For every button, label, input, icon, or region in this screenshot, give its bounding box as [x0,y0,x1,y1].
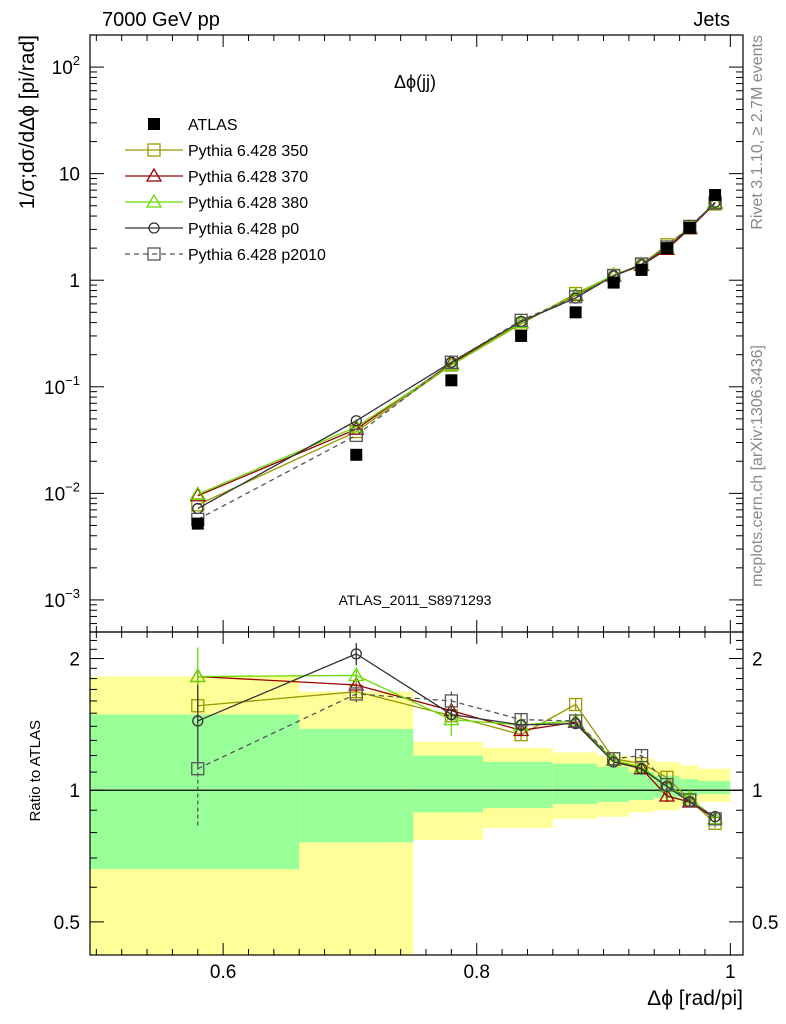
ratio-tick-label-right: 0.5 [752,913,778,934]
rivet-label: Rivet 3.1.10, ≥ 2.7M events [749,35,766,230]
x-axis-label: Δϕ [rad/pi] [647,987,743,1010]
x-tick-label: 1 [725,962,736,983]
header-left: 7000 GeV pp [102,9,220,31]
y-tick-label: 10−3 [44,586,80,612]
y-tick-label: 10−1 [44,373,80,399]
ratio-point-3 [350,648,362,660]
legend-marker-4 [147,247,161,261]
ratio-point-2 [706,810,724,825]
legend-label-1: Pythia 6.428 370 [188,169,308,186]
series-point-2 [189,485,206,500]
legend-label-3: Pythia 6.428 p0 [188,221,299,238]
ratio-band-inner [679,779,699,797]
ratio-point-4 [444,694,459,708]
ratio-line-3 [197,653,716,818]
y-tick-label: 10−2 [44,479,80,505]
series-point-3 [350,415,362,427]
legend-marker-3 [148,222,160,234]
header-right: Jets [693,9,730,31]
ratio-point-1 [658,787,676,802]
analysis-id: ATLAS_2011_S8971293 [339,592,492,608]
data-point [635,263,648,276]
ratio-point-4 [568,714,583,728]
data-point [607,276,620,289]
legend-marker-0 [147,143,161,157]
ratio-point-4 [660,777,674,792]
ratio-point-2 [348,667,365,682]
ratio-line-0 [197,691,716,824]
ratio-point-4 [708,812,722,826]
legend-label-4: Pythia 6.428 p2010 [188,247,326,264]
data-point [683,221,696,234]
ratio-point-4 [634,748,649,763]
y-tick-label: 102 [52,53,80,79]
data-point [709,189,722,202]
ratio-line-4 [197,693,716,820]
data-point [569,306,582,319]
ratio-tick-label: 1 [69,781,80,802]
ratio-point-4 [349,687,363,701]
legend-marker-2 [145,193,163,208]
series-point-4 [568,290,583,304]
ratio-band-inner [597,766,629,802]
legend-marker-data [148,118,160,130]
ratio-band-inner [413,755,484,813]
series-point-4 [514,313,528,328]
legend-label-2: Pythia 6.428 380 [188,195,308,212]
ratio-tick-label-right: 2 [752,650,763,671]
legend-marker-1 [145,167,163,182]
plot-title: Δϕ(jj) [394,72,436,92]
ratio-axis-label: Ratio to ATLAS [27,720,44,821]
mcplots-label: mcplots.cern.ch [arXiv:1306.3436] [749,345,766,587]
legend-label-data: ATLAS [188,117,238,134]
series-point-2 [512,314,530,329]
y-tick-label: 1 [69,271,80,292]
data-point [515,329,528,342]
ratio-band-inner [90,714,300,870]
ratio-panel-frame [89,631,744,956]
x-tick-label: 0.8 [464,962,490,983]
series-line-4 [197,202,716,520]
ratio-band-inner [552,763,598,804]
ratio-band-inner [628,772,655,800]
ratio-band-inner [483,762,553,809]
ratio-point-2 [189,668,206,683]
series-point-1 [189,487,206,502]
data-point [660,242,673,255]
y-tick-label: 10 [59,165,80,186]
x-tick-label: 0.6 [210,962,236,983]
ratio-point-4 [683,793,697,807]
series-point-3 [445,356,458,368]
ratio-tick-label: 0.5 [54,913,80,934]
data-point [350,448,363,461]
y-axis-label: 1/σ;dσ/dΔϕ [pi/rad] [16,35,39,209]
ratio-point-3 [635,763,648,775]
ratio-point-4 [191,762,205,776]
series-point-2 [348,418,365,433]
legend-label-0: Pythia 6.428 350 [188,143,308,160]
series-point-4 [349,428,363,443]
series-point-4 [444,355,459,369]
ratio-tick-label-right: 1 [752,781,763,802]
ratio-band-inner [299,729,414,843]
ratio-band-inner [698,780,731,795]
data-point [191,517,204,530]
data-point [445,374,458,387]
ratio-tick-label: 2 [69,650,80,671]
ratio-point-4 [607,752,621,766]
ratio-point-0 [568,697,583,712]
ratio-point-4 [514,712,528,727]
